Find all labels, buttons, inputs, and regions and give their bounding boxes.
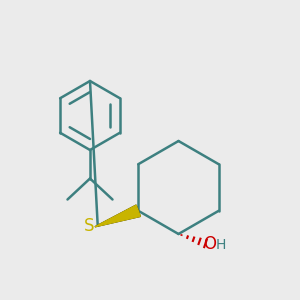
Text: H: H: [216, 238, 226, 252]
Text: O: O: [203, 235, 217, 253]
Text: S: S: [84, 217, 94, 235]
Polygon shape: [95, 205, 140, 227]
Polygon shape: [95, 205, 140, 227]
